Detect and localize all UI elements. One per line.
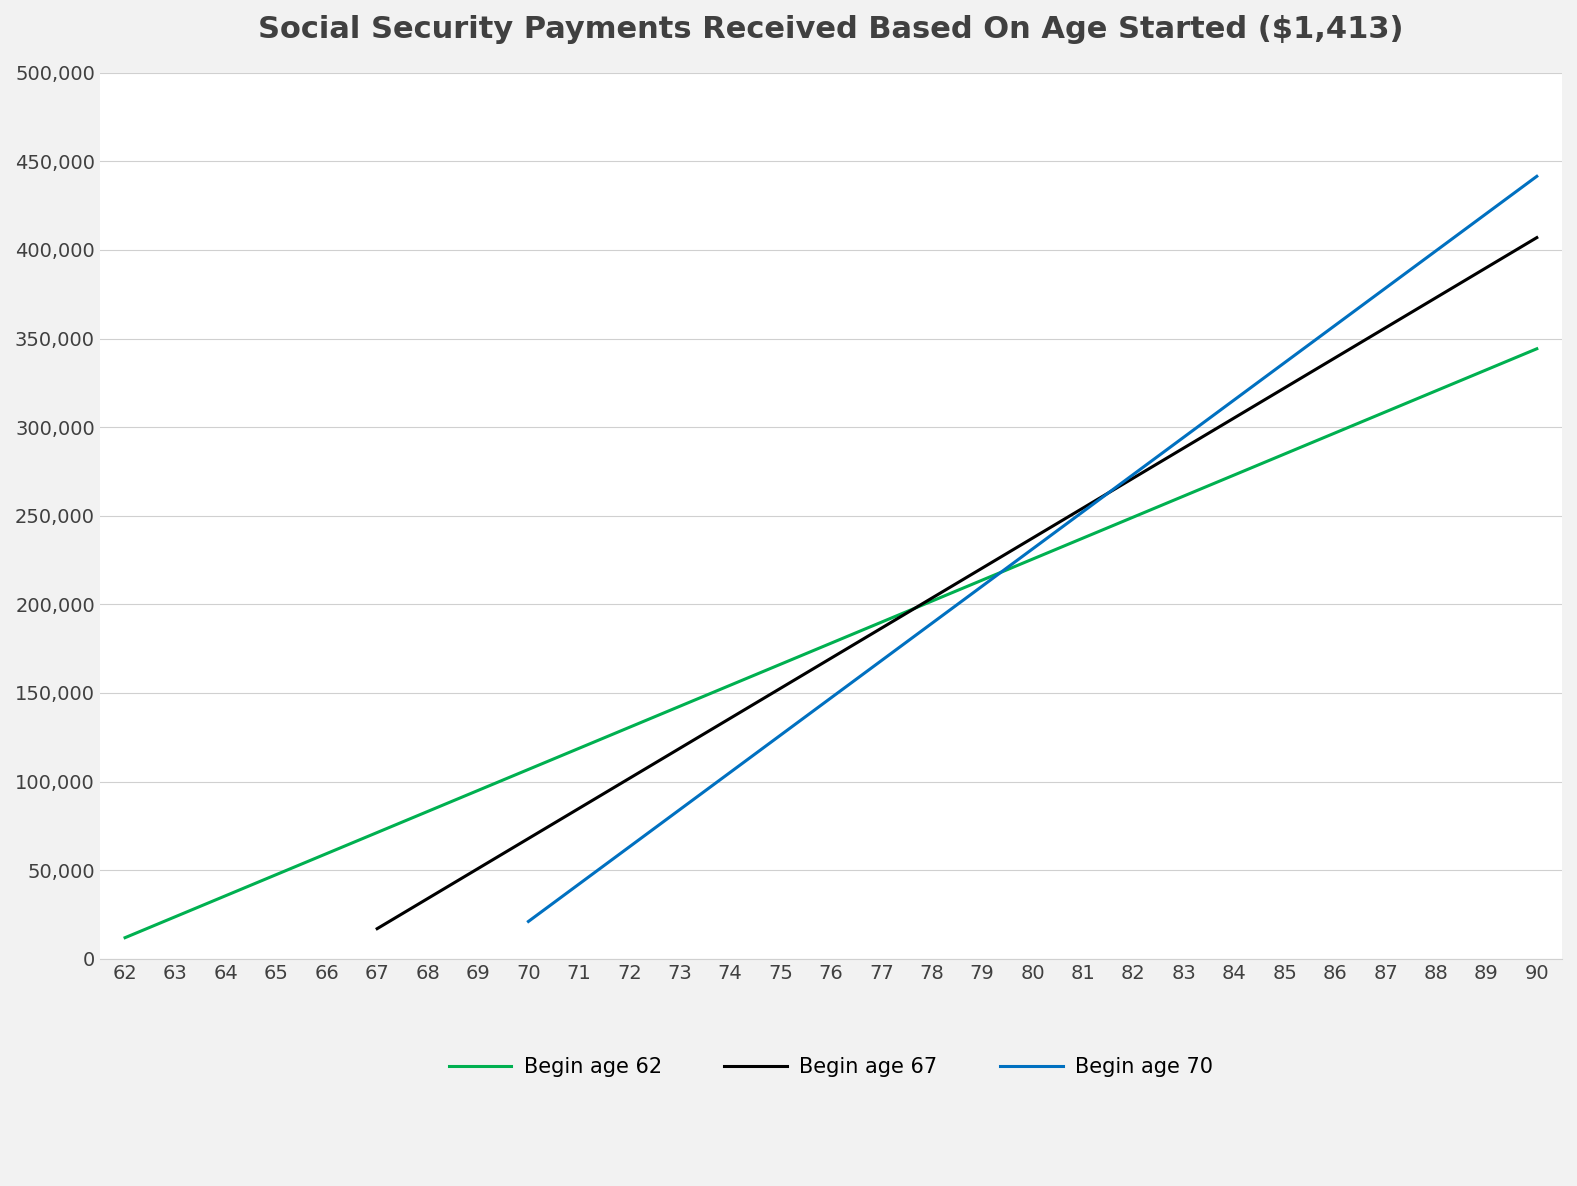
Begin age 62 [1074,531,1093,546]
Begin age 62 [1427,384,1446,398]
Begin age 62 [620,720,639,734]
Begin age 62 [1175,489,1194,503]
Begin age 67 [620,771,639,785]
Begin age 67 [923,591,941,605]
Begin age 70 [923,617,941,631]
Line: Begin age 70: Begin age 70 [528,177,1538,922]
Begin age 70 [872,653,891,668]
Begin age 62 [1225,467,1244,482]
Begin age 62 [166,910,185,924]
Begin age 67 [519,831,538,846]
Begin age 62 [1377,404,1396,419]
Begin age 70 [1124,467,1143,482]
Begin age 70 [670,803,689,817]
Begin age 67 [569,802,588,816]
Begin age 62 [872,616,891,630]
Begin age 67 [670,741,689,755]
Begin age 62 [418,804,437,818]
Begin age 70 [1478,206,1497,221]
Begin age 70 [1326,318,1345,332]
Begin age 67 [418,892,437,906]
Begin age 67 [1276,381,1295,395]
Begin age 67 [1023,531,1042,546]
Begin age 70 [1074,504,1093,518]
Begin age 67 [1478,261,1497,275]
Begin age 67 [367,922,386,936]
Begin age 62 [367,825,386,840]
Begin age 62 [822,636,841,650]
Begin age 67 [1427,291,1446,305]
Begin age 62 [923,594,941,608]
Begin age 70 [1225,393,1244,407]
Title: Social Security Payments Received Based On Age Started ($1,413): Social Security Payments Received Based … [259,15,1404,44]
Begin age 62 [1124,510,1143,524]
Begin age 67 [1326,351,1345,365]
Begin age 62 [1023,551,1042,566]
Begin age 62 [1478,363,1497,377]
Begin age 67 [1528,230,1547,244]
Begin age 62 [1326,426,1345,440]
Begin age 62 [1276,447,1295,461]
Line: Begin age 67: Begin age 67 [377,237,1538,929]
Begin age 62 [468,783,487,797]
Begin age 67 [771,681,790,695]
Begin age 62 [721,678,740,693]
Begin age 62 [317,847,336,861]
Begin age 67 [973,561,992,575]
Begin age 70 [721,765,740,779]
Begin age 70 [1175,431,1194,445]
Begin age 70 [519,914,538,929]
Begin age 67 [872,621,891,636]
Begin age 62 [519,763,538,777]
Begin age 67 [1377,320,1396,334]
Begin age 70 [1427,243,1446,257]
Begin age 70 [973,579,992,593]
Begin age 62 [267,867,285,881]
Begin age 67 [1074,500,1093,515]
Begin age 67 [822,651,841,665]
Begin age 67 [1225,410,1244,425]
Begin age 67 [1175,441,1194,455]
Begin age 62 [670,700,689,714]
Begin age 62 [569,741,588,755]
Begin age 70 [620,840,639,854]
Begin age 62 [115,931,134,945]
Begin age 67 [468,861,487,875]
Begin age 70 [1276,356,1295,370]
Begin age 70 [1023,542,1042,556]
Begin age 67 [721,712,740,726]
Line: Begin age 62: Begin age 62 [125,349,1538,938]
Begin age 62 [1528,342,1547,356]
Begin age 62 [973,573,992,587]
Begin age 62 [771,657,790,671]
Begin age 70 [569,878,588,892]
Begin age 62 [216,888,235,903]
Begin age 70 [771,728,790,742]
Begin age 70 [822,690,841,704]
Legend: Begin age 62, Begin age 67, Begin age 70: Begin age 62, Begin age 67, Begin age 70 [440,1048,1222,1085]
Begin age 70 [1377,281,1396,295]
Begin age 70 [1528,170,1547,184]
Begin age 67 [1124,471,1143,485]
